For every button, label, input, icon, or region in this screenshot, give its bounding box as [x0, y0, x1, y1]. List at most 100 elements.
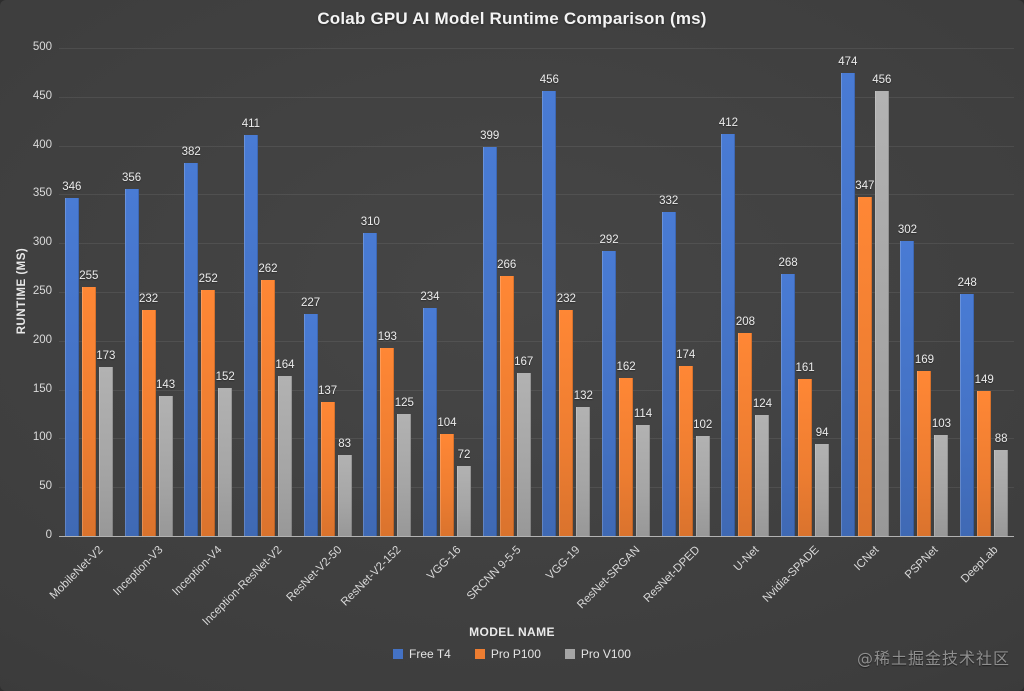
- bar-value-label: 346: [62, 181, 82, 194]
- y-tick-label: 100: [32, 431, 52, 444]
- bar-free-t4: [781, 274, 796, 536]
- x-tick-label: VGG-16: [425, 544, 464, 583]
- gridline: [59, 243, 1014, 245]
- bar-pro-p100: [977, 390, 992, 536]
- bar-value-label: 88: [994, 433, 1008, 446]
- chart-title: Colab GPU AI Model Runtime Comparison (m…: [317, 9, 707, 28]
- y-tick-label: 0: [45, 529, 52, 541]
- bar-value-label: 252: [198, 273, 218, 286]
- bar-pro-v100: [397, 414, 412, 536]
- bar-pro-v100: [158, 396, 173, 536]
- x-axis-title: MODEL NAME: [469, 625, 555, 639]
- bar-free-t4: [303, 314, 318, 536]
- x-axis-line: [59, 536, 1014, 537]
- gridline: [59, 48, 1014, 49]
- bar-value-label: 411: [241, 117, 261, 130]
- bar-value-label: 266: [497, 259, 517, 272]
- bar-free-t4: [721, 133, 736, 536]
- bar-value-label: 412: [718, 116, 738, 129]
- gridline: [59, 96, 1014, 98]
- bar-free-t4: [124, 188, 139, 536]
- bar-value-label: 83: [338, 437, 351, 450]
- bar-value-label: 149: [974, 373, 994, 386]
- bar-pro-p100: [439, 434, 454, 536]
- bar-value-label: 174: [676, 349, 696, 362]
- x-tick-label: U-Net: [732, 544, 762, 574]
- bar-pro-p100: [380, 347, 395, 536]
- bar-value-label: 262: [258, 263, 278, 276]
- bar-value-label: 356: [121, 171, 142, 184]
- bar-value-label: 173: [96, 350, 116, 363]
- bar-value-label: 137: [318, 385, 338, 398]
- bar-value-label: 302: [897, 224, 918, 237]
- bar-pro-v100: [994, 450, 1009, 536]
- x-tick-label: ResNet-DPED: [641, 544, 703, 605]
- y-tick-label: 350: [32, 187, 52, 200]
- legend-swatch-free-t4-icon: [393, 649, 404, 659]
- x-tick-label: ResNet-V2-152: [339, 544, 404, 609]
- bar-pro-p100: [857, 197, 872, 536]
- x-tick-label: MobileNet-V2: [47, 544, 106, 602]
- bar-free-t4: [243, 134, 258, 536]
- bar-value-label: 399: [480, 129, 500, 142]
- bar-pro-v100: [636, 424, 651, 536]
- gridline: [59, 340, 1014, 342]
- y-tick-label: 450: [32, 89, 52, 102]
- bar-value-label: 169: [914, 354, 935, 367]
- bar-value-label: 292: [599, 234, 619, 246]
- bar-pro-p100: [678, 366, 693, 536]
- x-tick-label: DeepLab: [959, 544, 1001, 586]
- bar-pro-v100: [98, 367, 113, 536]
- bar-pro-v100: [815, 444, 830, 536]
- bar-free-t4: [661, 211, 676, 536]
- bar-value-label: 310: [360, 216, 380, 229]
- x-tick-label: Inception-ResNet-V2: [200, 544, 285, 628]
- x-tick-label: ResNet-SRGAN: [575, 544, 643, 612]
- y-tick-label: 50: [39, 480, 52, 493]
- bar-free-t4: [602, 251, 617, 536]
- bar-pro-v100: [576, 407, 591, 536]
- x-tick-label: ResNet-V2-50: [284, 544, 345, 605]
- x-tick-label: SRCNN 9-5-5: [464, 544, 524, 603]
- legend-swatch-pro-v100-icon: [564, 649, 575, 659]
- x-tick-label: ICNet: [851, 544, 882, 574]
- bar-value-label: 104: [437, 417, 457, 430]
- bar-value-label: 162: [616, 360, 636, 373]
- bar-value-label: 227: [301, 297, 321, 310]
- bar-value-label: 456: [872, 73, 892, 86]
- y-tick-label: 150: [32, 382, 52, 395]
- bar-pro-v100: [695, 436, 710, 536]
- y-tick-label: 250: [32, 285, 52, 297]
- watermark: @稀土掘金技术社区: [856, 649, 1010, 668]
- bar-free-t4: [363, 233, 378, 536]
- bar-pro-v100: [755, 414, 770, 536]
- bar-pro-v100: [934, 435, 949, 536]
- bar-value-label: 208: [735, 315, 755, 328]
- bar-value-label: 332: [659, 194, 679, 207]
- y-tick-label: 400: [32, 138, 52, 151]
- bar-value-label: 232: [556, 292, 576, 305]
- bar-pro-p100: [738, 332, 753, 536]
- bar-value-label: 232: [138, 292, 159, 305]
- bar-pro-p100: [559, 309, 574, 536]
- bar-value-label: 114: [633, 407, 653, 420]
- bar-value-label: 234: [420, 290, 440, 303]
- legend-item-free-t4: Free T4: [393, 647, 451, 661]
- bar-value-label: 248: [957, 276, 977, 289]
- bar-value-label: 382: [181, 146, 201, 159]
- bar-value-label: 72: [457, 448, 471, 461]
- bar-value-label: 255: [79, 270, 99, 283]
- bar-pro-p100: [81, 287, 96, 536]
- y-tick-label: 300: [32, 236, 52, 249]
- bar-pro-p100: [260, 280, 275, 536]
- bar-pro-p100: [798, 378, 813, 536]
- bar-pro-p100: [499, 276, 514, 536]
- legend-label-pro-p100: Pro P100: [490, 647, 541, 661]
- legend-item-pro-p100: Pro P100: [474, 647, 541, 661]
- gridline: [59, 145, 1014, 147]
- gridline: [59, 292, 1014, 293]
- bar-pro-p100: [320, 402, 335, 536]
- bar-free-t4: [482, 146, 497, 536]
- bar-pro-v100: [874, 90, 889, 536]
- x-tick-label: Nvidia-SPADE: [760, 544, 822, 605]
